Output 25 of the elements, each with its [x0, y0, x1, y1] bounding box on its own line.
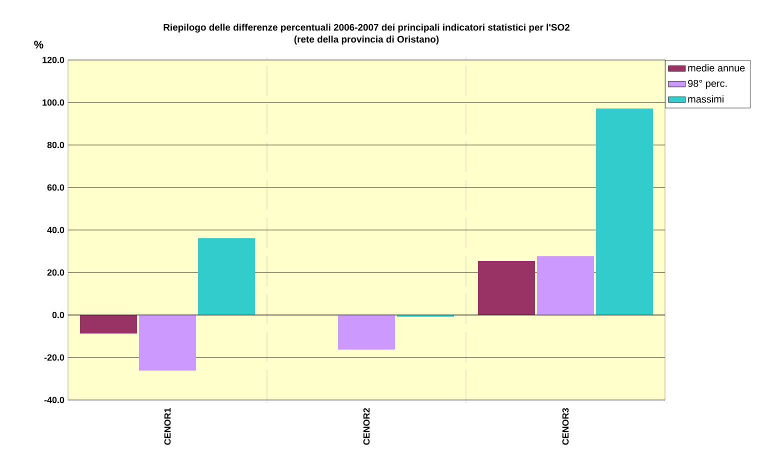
x-tick-label: CENOR3	[562, 408, 569, 445]
bar	[596, 108, 654, 315]
legend-label: medie annue	[688, 64, 745, 72]
y-tick-label: 100.0	[42, 99, 64, 106]
legend-label: 98° perc.	[688, 80, 727, 89]
bar	[198, 238, 256, 315]
chart-subtitle: (rete della provincia di Oristano)	[294, 36, 439, 45]
bar	[338, 315, 396, 350]
y-tick-label: 20.0	[47, 269, 64, 276]
y-tick-label: 60.0	[47, 184, 64, 191]
bar	[138, 315, 196, 371]
y-tick-label: 80.0	[47, 142, 64, 148]
y-tick-label: -20.0	[44, 354, 64, 361]
x-tick-label: CENOR1	[164, 408, 171, 445]
legend-label: massimi	[688, 95, 724, 103]
y-axis-title: %	[34, 40, 44, 48]
y-tick-label: -40.0	[44, 396, 64, 404]
bar	[536, 256, 594, 315]
y-tick-label: 40.0	[47, 226, 64, 234]
bar	[478, 261, 535, 315]
y-tick-label: 0.0	[52, 312, 64, 318]
y-tick-label: 120.0	[42, 56, 64, 64]
chart-title: Riepilogo delle differenze percentuali 2006-2007 dei principali indicatori statistici per l'SO2	[164, 24, 570, 33]
x-tick-label: CENOR2	[363, 408, 370, 445]
bar	[80, 315, 137, 334]
